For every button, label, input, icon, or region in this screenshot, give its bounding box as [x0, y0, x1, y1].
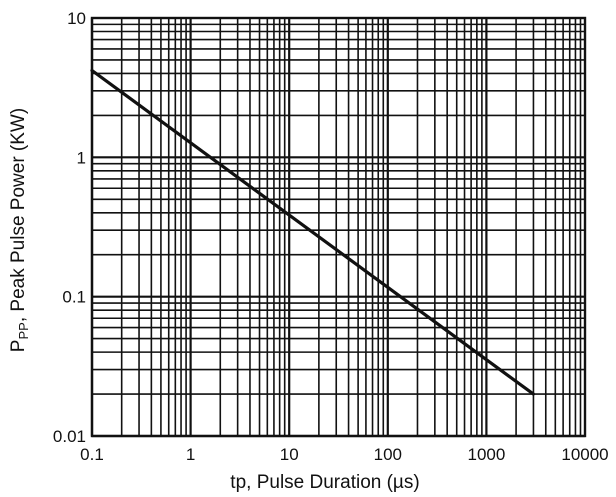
y-tick-label: 0.01: [53, 427, 86, 446]
y-tick-label: 1: [77, 148, 86, 167]
x-tick-label: 0.1: [80, 445, 104, 464]
x-tick-label: 100: [374, 445, 402, 464]
x-tick-labels: 0.1 1 10 100 1000 10000: [80, 445, 608, 464]
y-tick-label: 10: [67, 9, 86, 28]
y-axis-title-rest: , Peak Pulse Power (KW): [8, 108, 29, 322]
x-tick-label: 10000: [561, 445, 608, 464]
grid: [90, 16, 587, 438]
y-tick-label: 0.1: [62, 288, 86, 307]
x-tick-label: 1000: [467, 445, 505, 464]
x-axis-title: tp, Pulse Duration (µs): [230, 472, 419, 493]
y-axis-title-sub: PP: [16, 322, 31, 339]
y-axis-title: PPP, Peak Pulse Power (KW): [8, 108, 31, 352]
series-layer: [90, 68, 536, 396]
x-tick-label: 1: [186, 445, 195, 464]
x-tick-label: 10: [280, 445, 299, 464]
series-line-0: [90, 68, 536, 396]
plot-frame: [90, 16, 587, 438]
y-axis-title-main: P: [8, 340, 29, 353]
y-tick-labels: 0.01 0.1 1 10: [53, 9, 86, 446]
